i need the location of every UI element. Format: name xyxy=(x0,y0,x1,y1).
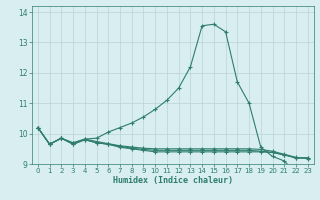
X-axis label: Humidex (Indice chaleur): Humidex (Indice chaleur) xyxy=(113,176,233,185)
